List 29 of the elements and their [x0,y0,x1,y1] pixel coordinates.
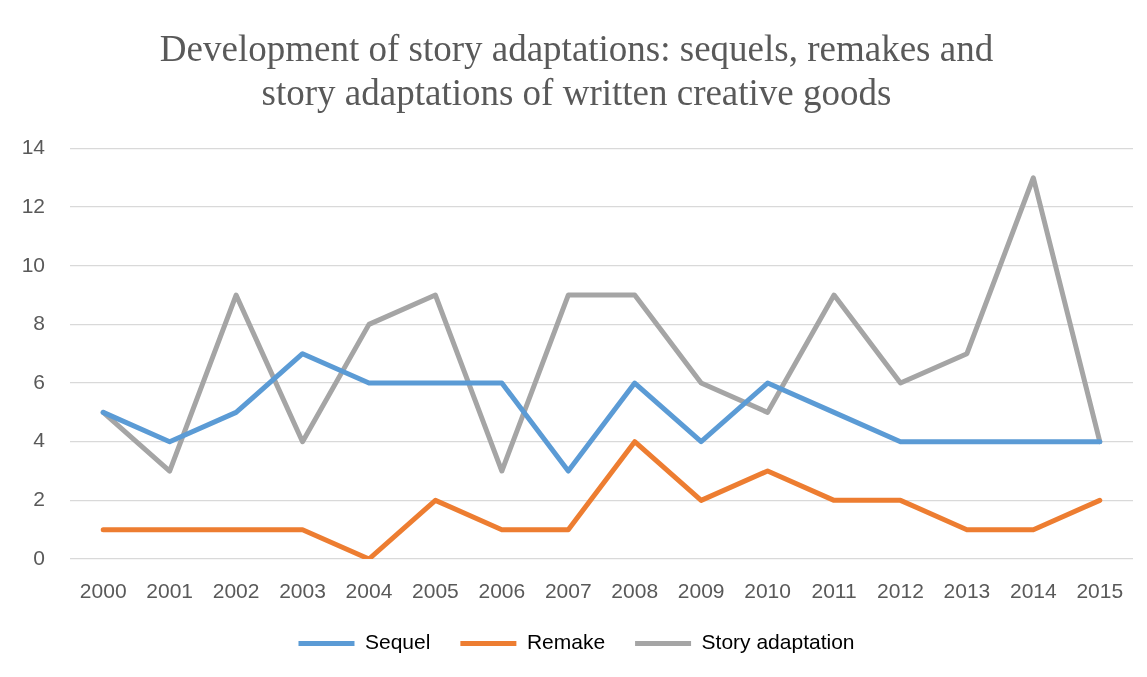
x-tick-label: 2003 [279,579,326,603]
y-tick-label: 10 [21,252,45,276]
legend-label: Sequel [364,630,431,654]
y-tick-label: 8 [33,311,45,335]
y-tick-label: 12 [21,193,45,217]
x-tick-label: 2005 [412,579,459,603]
x-tick-label: 2008 [611,579,659,603]
x-tick-label: 2014 [1009,579,1058,603]
x-tick-label: 2011 [811,579,857,603]
x-tick-label: 2002 [212,579,260,603]
x-tick-label: 2006 [478,579,526,603]
x-tick-label: 2010 [744,579,791,603]
y-tick-label: 0 [33,545,45,569]
x-tick-label: 2004 [345,579,393,603]
x-tick-label: 2009 [677,579,725,603]
x-tick-label: 2012 [877,579,924,603]
x-tick-label: 2007 [544,579,592,603]
text: story adaptations of written creative goods [261,71,892,113]
y-tick-label: 6 [33,369,45,393]
x-tick-label: 2015 [1076,579,1124,603]
text: Development of story adaptations: sequels, remakes and [159,28,994,70]
legend-label: Remake [526,630,606,654]
y-tick-label: 4 [33,428,46,452]
legend-label: Story adaptation [701,630,855,654]
y-tick-label: 2 [33,487,45,511]
y-tick-label: 14 [21,135,46,159]
x-tick-label: 2001 [146,579,194,603]
x-tick-label: 2013 [943,579,991,603]
x-tick-label: 2000 [79,579,127,603]
